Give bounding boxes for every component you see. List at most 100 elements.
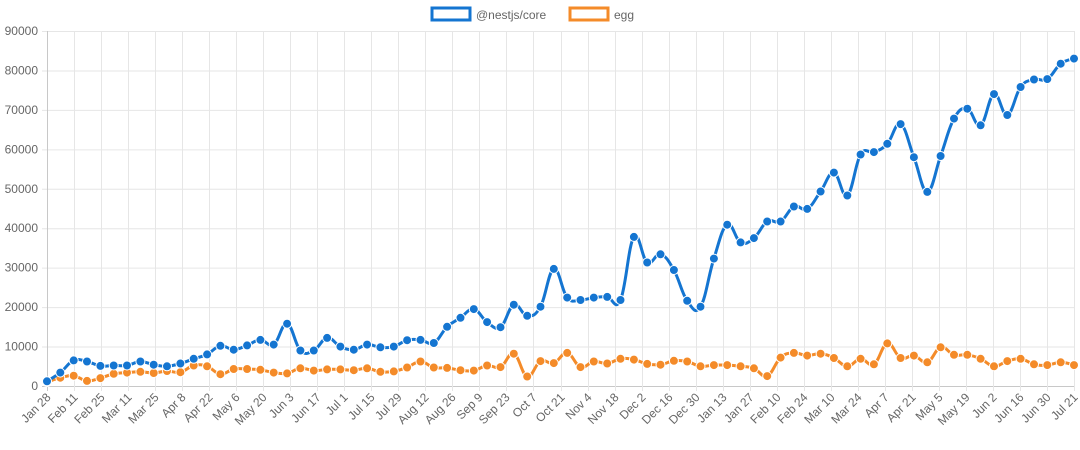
data-point-nestjs-core[interactable] — [722, 219, 733, 230]
data-point-nestjs-core[interactable] — [308, 345, 319, 356]
data-point-egg[interactable] — [828, 353, 839, 363]
data-point-nestjs-core[interactable] — [135, 356, 146, 367]
data-point-nestjs-core[interactable] — [282, 318, 293, 329]
data-point-egg[interactable] — [535, 356, 546, 367]
data-point-egg[interactable] — [1055, 357, 1066, 368]
data-point-nestjs-core[interactable] — [335, 341, 346, 352]
data-point-nestjs-core[interactable] — [922, 186, 933, 197]
data-point-egg[interactable] — [282, 368, 293, 379]
data-point-egg[interactable] — [215, 369, 226, 380]
data-point-nestjs-core[interactable] — [895, 119, 906, 130]
data-point-nestjs-core[interactable] — [228, 344, 239, 355]
data-point-egg[interactable] — [655, 359, 666, 370]
data-point-egg[interactable] — [148, 368, 159, 378]
data-point-egg[interactable] — [522, 371, 533, 382]
data-point-nestjs-core[interactable] — [468, 304, 479, 315]
data-point-nestjs-core[interactable] — [642, 257, 653, 268]
data-point-nestjs-core[interactable] — [975, 120, 986, 131]
data-point-nestjs-core[interactable] — [628, 231, 639, 242]
data-point-nestjs-core[interactable] — [828, 167, 839, 178]
data-point-egg[interactable] — [1069, 360, 1079, 371]
data-point-nestjs-core[interactable] — [148, 359, 159, 370]
data-point-nestjs-core[interactable] — [735, 237, 746, 248]
data-point-egg[interactable] — [175, 367, 186, 378]
data-point-nestjs-core[interactable] — [602, 291, 613, 302]
data-point-nestjs-core[interactable] — [935, 151, 946, 161]
data-point-egg[interactable] — [295, 363, 306, 374]
data-point-egg[interactable] — [895, 353, 906, 363]
data-point-egg[interactable] — [255, 364, 266, 375]
data-point-nestjs-core[interactable] — [788, 201, 799, 212]
data-point-nestjs-core[interactable] — [562, 292, 573, 303]
data-point-egg[interactable] — [495, 362, 506, 373]
data-point-egg[interactable] — [775, 352, 786, 363]
data-point-egg[interactable] — [468, 365, 479, 376]
data-point-egg[interactable] — [668, 355, 679, 366]
data-point-nestjs-core[interactable] — [668, 265, 679, 275]
data-point-egg[interactable] — [548, 358, 559, 369]
data-point-nestjs-core[interactable] — [762, 216, 773, 227]
data-point-egg[interactable] — [575, 362, 586, 373]
data-point-egg[interactable] — [682, 356, 693, 367]
data-point-nestjs-core[interactable] — [255, 334, 266, 345]
data-point-egg[interactable] — [562, 347, 573, 358]
data-point-egg[interactable] — [228, 364, 239, 374]
data-point-nestjs-core[interactable] — [1029, 74, 1039, 85]
data-point-nestjs-core[interactable] — [82, 356, 92, 367]
data-point-egg[interactable] — [1029, 359, 1039, 370]
data-point-egg[interactable] — [268, 367, 279, 378]
data-point-egg[interactable] — [588, 356, 599, 367]
data-point-nestjs-core[interactable] — [375, 342, 386, 353]
data-point-egg[interactable] — [508, 348, 519, 359]
data-point-nestjs-core[interactable] — [55, 367, 66, 378]
data-point-egg[interactable] — [922, 357, 933, 368]
data-point-egg[interactable] — [722, 360, 733, 371]
data-point-nestjs-core[interactable] — [402, 335, 413, 346]
data-point-nestjs-core[interactable] — [535, 301, 546, 312]
data-point-egg[interactable] — [642, 358, 653, 369]
data-point-egg[interactable] — [802, 350, 813, 361]
data-point-nestjs-core[interactable] — [455, 312, 466, 323]
data-point-egg[interactable] — [402, 362, 413, 373]
legend-item-egg[interactable]: egg — [568, 6, 634, 22]
data-point-egg[interactable] — [855, 353, 866, 364]
data-point-egg[interactable] — [882, 338, 893, 349]
data-point-nestjs-core[interactable] — [202, 349, 213, 360]
data-point-nestjs-core[interactable] — [615, 295, 626, 305]
data-point-nestjs-core[interactable] — [655, 249, 666, 260]
data-point-nestjs-core[interactable] — [989, 89, 999, 100]
data-point-egg[interactable] — [362, 363, 373, 374]
data-point-nestjs-core[interactable] — [442, 321, 453, 332]
data-point-nestjs-core[interactable] — [842, 190, 853, 201]
data-point-nestjs-core[interactable] — [415, 334, 426, 345]
data-point-egg[interactable] — [482, 360, 493, 371]
data-point-nestjs-core[interactable] — [175, 358, 186, 369]
data-point-egg[interactable] — [242, 364, 253, 374]
data-point-nestjs-core[interactable] — [242, 340, 253, 351]
data-point-nestjs-core[interactable] — [775, 216, 786, 227]
data-point-egg[interactable] — [1042, 360, 1053, 371]
data-point-nestjs-core[interactable] — [588, 292, 599, 303]
data-point-nestjs-core[interactable] — [215, 340, 226, 351]
data-point-nestjs-core[interactable] — [575, 295, 586, 305]
legend-item-nestjs-core[interactable]: @nestjs/core — [430, 6, 547, 22]
data-point-egg[interactable] — [908, 350, 919, 361]
data-point-egg[interactable] — [962, 349, 973, 360]
data-point-egg[interactable] — [842, 361, 853, 372]
data-point-egg[interactable] — [628, 354, 639, 365]
data-point-nestjs-core[interactable] — [748, 233, 759, 244]
data-point-egg[interactable] — [735, 361, 746, 372]
data-point-nestjs-core[interactable] — [162, 361, 172, 372]
data-point-egg[interactable] — [95, 373, 106, 384]
data-point-egg[interactable] — [748, 363, 759, 374]
data-point-egg[interactable] — [949, 349, 959, 360]
data-point-egg[interactable] — [388, 366, 399, 377]
data-point-egg[interactable] — [375, 366, 386, 377]
data-point-egg[interactable] — [135, 366, 146, 377]
data-point-nestjs-core[interactable] — [708, 253, 719, 264]
data-point-egg[interactable] — [1002, 356, 1013, 367]
data-point-nestjs-core[interactable] — [68, 355, 79, 366]
data-point-egg[interactable] — [1015, 353, 1026, 364]
data-point-nestjs-core[interactable] — [908, 152, 919, 163]
data-point-egg[interactable] — [108, 368, 119, 379]
